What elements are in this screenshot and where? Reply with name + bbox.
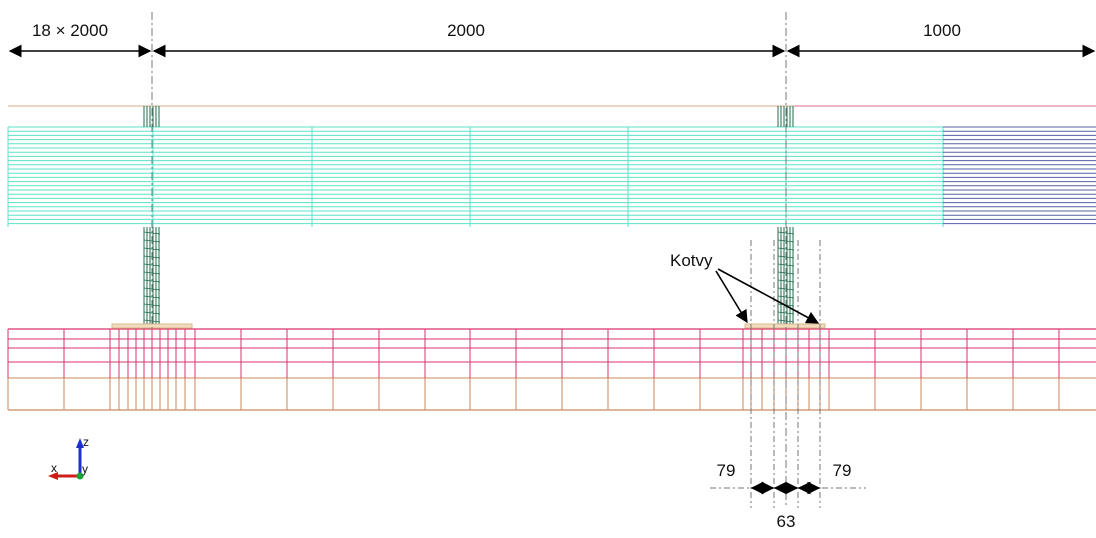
dimension-lines bbox=[8, 44, 1096, 495]
dim-label-bottom-center: 63 bbox=[777, 512, 796, 531]
deck-mesh-end-zone bbox=[943, 126, 1096, 225]
anchors-leader-right bbox=[717, 268, 820, 324]
dim-label-middle: 2000 bbox=[447, 21, 485, 40]
anchors-leader-left bbox=[715, 270, 748, 324]
axis-x-head bbox=[48, 472, 58, 480]
column-tie-line bbox=[143, 295, 161, 299]
axis-z-head bbox=[76, 438, 84, 448]
dim-label-bottom-left: 79 bbox=[717, 461, 736, 480]
axis-y-dot bbox=[76, 472, 84, 480]
dim-label-right: 1000 bbox=[923, 21, 961, 40]
axis-x-label: x bbox=[51, 461, 57, 475]
column-tie-line bbox=[143, 231, 161, 235]
foundation-beam-mesh bbox=[7, 328, 1096, 411]
anchor-plate-right bbox=[744, 323, 826, 329]
centerlines bbox=[151, 12, 821, 508]
anchor-plates bbox=[111, 323, 826, 329]
axis-y-label: y bbox=[82, 462, 88, 476]
column-tie-line bbox=[143, 311, 161, 315]
column-tie-line bbox=[143, 279, 161, 283]
column-tie-line bbox=[143, 247, 161, 251]
anchors-annotation-label: Kotvy bbox=[670, 251, 713, 270]
dim-label-bottom-right: 79 bbox=[833, 461, 852, 480]
dim-label-left: 18 × 2000 bbox=[32, 21, 108, 40]
deck-mesh bbox=[7, 126, 944, 227]
axis-triad: z x y bbox=[48, 435, 89, 480]
axis-z-label: z bbox=[83, 435, 89, 449]
